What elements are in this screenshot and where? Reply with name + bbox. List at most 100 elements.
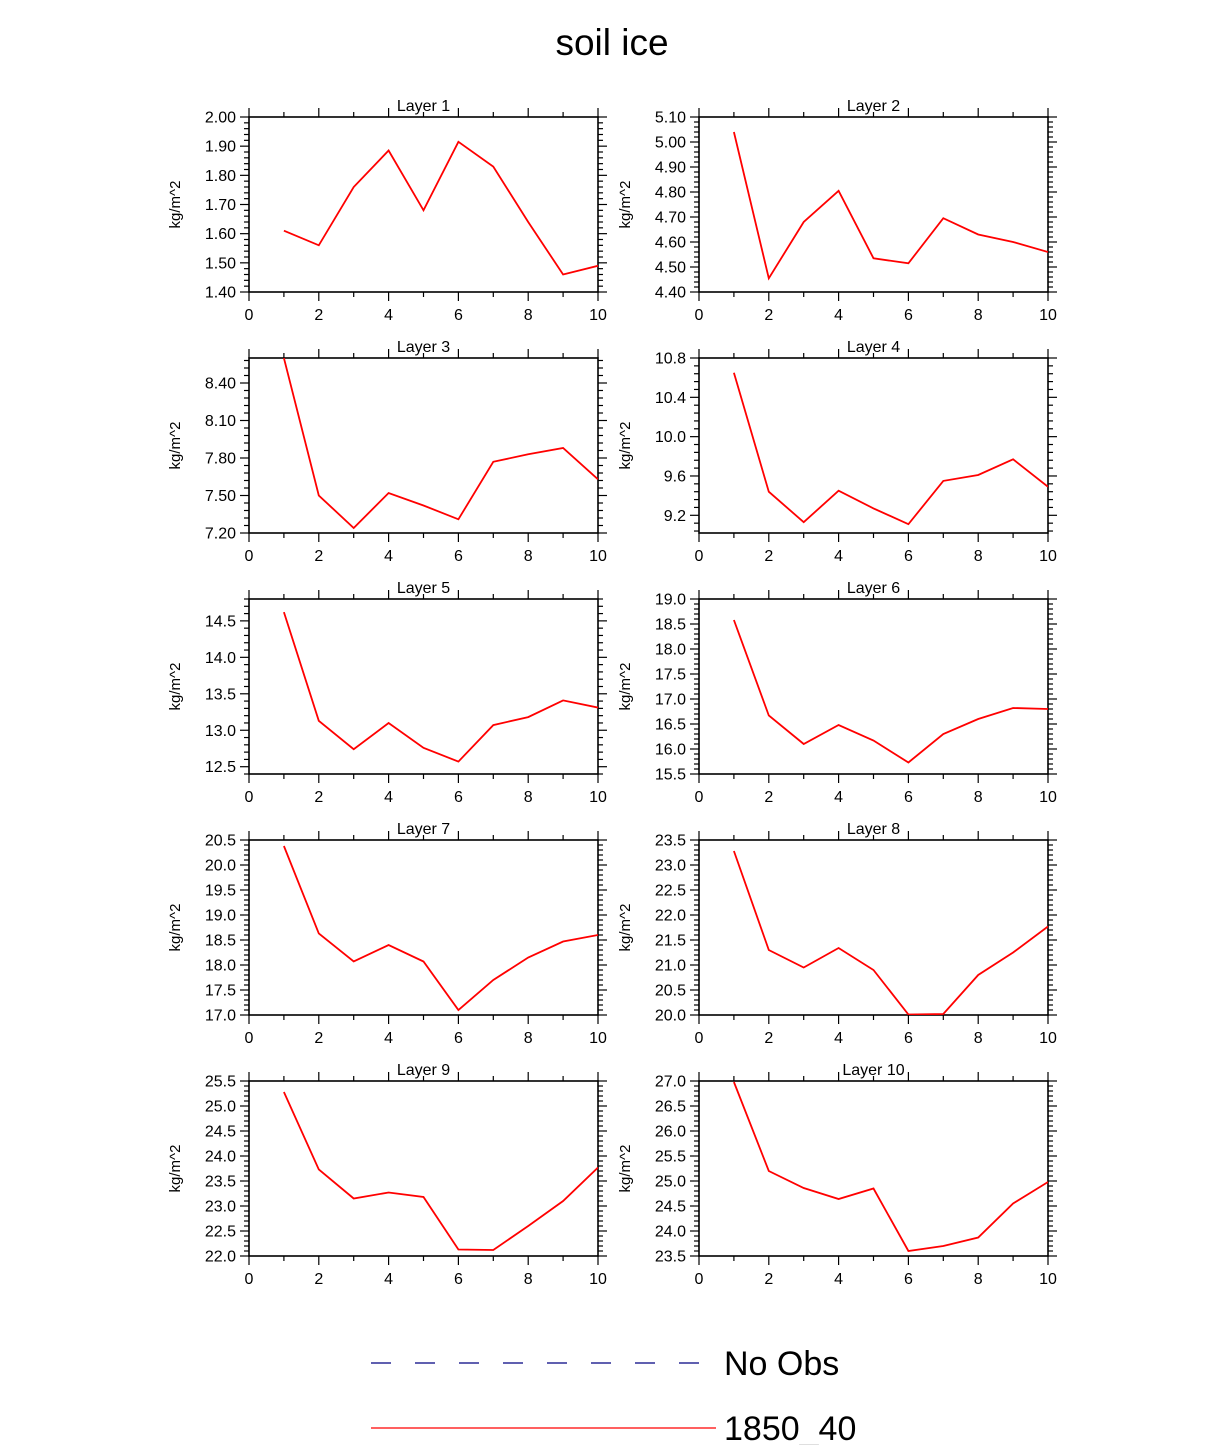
legend-label: No Obs [724, 1345, 839, 1383]
y-tick-label: 4.60 [655, 235, 686, 252]
y-tick-label: 14.5 [205, 613, 236, 630]
x-tick-label: 0 [245, 548, 254, 565]
y-tick-label: 24.5 [205, 1124, 236, 1141]
x-tick-label: 10 [1039, 1030, 1057, 1047]
x-tick-label: 10 [1039, 548, 1057, 565]
y-tick-label: 26.5 [655, 1099, 686, 1116]
y-tick-label: 18.0 [205, 958, 236, 975]
y-tick-label: 24.0 [205, 1149, 236, 1166]
panel-title: Layer 4 [847, 339, 900, 356]
y-axis-label: kg/m^2 [167, 181, 184, 229]
panel-title: Layer 5 [397, 580, 450, 597]
y-tick-label: 25.5 [205, 1074, 236, 1091]
y-axis-label: kg/m^2 [167, 904, 184, 952]
x-ticks [698, 349, 1049, 542]
x-tick-label: 2 [314, 1030, 323, 1047]
x-tick-label: 4 [384, 1271, 393, 1288]
x-tick-label: 4 [384, 1030, 393, 1047]
y-tick-label: 25.0 [205, 1099, 236, 1116]
panel-title: Layer 1 [397, 98, 450, 115]
chart-panel-3: Layer 3 kg/m^2 0 2 4 6 8 10 7.20 7.50 7.80 8.10 8.40 [167, 339, 607, 565]
x-tick-label: 0 [245, 307, 254, 324]
y-tick-label: 4.50 [655, 260, 686, 277]
y-tick-label: 18.0 [655, 642, 686, 659]
legend-label: 1850_40 [724, 1410, 856, 1445]
y-tick-label: 22.5 [655, 883, 686, 900]
panel-title: Layer 10 [842, 1062, 904, 1079]
y-tick-label: 23.0 [655, 858, 686, 875]
y-tick-label: 7.50 [205, 488, 236, 505]
y-tick-label: 25.0 [655, 1174, 686, 1191]
y-tick-label: 17.5 [205, 983, 236, 1000]
x-tick-label: 2 [764, 1030, 773, 1047]
chart-panel-4: Layer 4 kg/m^2 0 2 4 6 8 10 9.2 9.6 10.0 10.4 10.8 [617, 339, 1057, 565]
y-tick-label: 9.2 [664, 508, 686, 525]
series-line [283, 845, 598, 1012]
y-tick-label: 18.5 [205, 933, 236, 950]
series-line [733, 850, 1048, 1015]
panel-title: Layer 9 [397, 1062, 450, 1079]
y-tick-label: 8.40 [205, 376, 236, 393]
plot-frame [248, 839, 599, 1016]
y-tick-label: 1.40 [205, 285, 236, 302]
x-tick-label: 8 [974, 1030, 983, 1047]
x-tick-label: 0 [695, 1271, 704, 1288]
y-tick-label: 18.5 [655, 617, 686, 634]
x-tick-label: 2 [314, 789, 323, 806]
series-line [283, 1091, 598, 1251]
x-tick-label: 10 [589, 1030, 607, 1047]
y-tick-label: 4.70 [655, 210, 686, 227]
x-tick-label: 8 [524, 1271, 533, 1288]
x-tick-label: 6 [904, 789, 913, 806]
y-tick-label: 23.0 [205, 1199, 236, 1216]
panel-title: Layer 6 [847, 580, 900, 597]
x-tick-label: 10 [1039, 307, 1057, 324]
chart-panel-7: Layer 7 kg/m^2 0 2 4 6 8 10 17.0 17.5 18.0 18.5 19.0… [167, 821, 607, 1047]
x-tick-label: 6 [454, 548, 463, 565]
y-ticks [240, 1080, 607, 1257]
x-tick-label: 6 [454, 1030, 463, 1047]
y-tick-label: 22.0 [655, 908, 686, 925]
y-ticks [240, 116, 607, 293]
y-tick-label: 2.00 [205, 110, 236, 127]
x-tick-label: 8 [524, 789, 533, 806]
x-tick-label: 6 [904, 548, 913, 565]
x-tick-label: 0 [245, 1030, 254, 1047]
y-tick-label: 19.5 [205, 883, 236, 900]
y-tick-label: 20.5 [205, 833, 236, 850]
x-tick-label: 4 [384, 548, 393, 565]
series-line [733, 131, 1048, 281]
y-tick-label: 1.90 [205, 139, 236, 156]
chart-panel-1: Layer 1 kg/m^2 0 2 4 6 8 10 1.40 1.50 1.60 1.70 1.80… [167, 98, 607, 324]
x-tick-label: 6 [454, 307, 463, 324]
y-tick-label: 10.4 [655, 390, 686, 407]
y-tick-label: 27.0 [655, 1074, 686, 1091]
x-tick-label: 8 [974, 548, 983, 565]
x-ticks [698, 590, 1049, 783]
y-tick-label: 22.5 [205, 1224, 236, 1241]
y-tick-label: 15.5 [655, 767, 686, 784]
x-tick-label: 10 [1039, 789, 1057, 806]
plot-frame [248, 357, 599, 534]
series-line [733, 372, 1048, 526]
x-tick-label: 4 [834, 307, 843, 324]
y-tick-label: 10.0 [655, 429, 686, 446]
y-tick-label: 20.5 [655, 983, 686, 1000]
x-tick-label: 0 [695, 789, 704, 806]
x-ticks [698, 831, 1049, 1024]
y-ticks [690, 1080, 1057, 1257]
x-tick-label: 6 [454, 789, 463, 806]
x-ticks [698, 108, 1049, 301]
panel-title: Layer 3 [397, 339, 450, 356]
chart-panel-2: Layer 2 kg/m^2 0 2 4 6 8 10 4.40 4.50 4.60 4.70 4.80… [617, 98, 1057, 324]
figure-title: soil ice [555, 22, 669, 63]
x-tick-label: 4 [384, 789, 393, 806]
x-ticks [248, 590, 599, 783]
y-tick-label: 26.0 [655, 1124, 686, 1141]
y-tick-label: 5.00 [655, 135, 686, 152]
x-tick-label: 2 [764, 789, 773, 806]
chart-panel-5: Layer 5 kg/m^2 0 2 4 6 8 10 12.5 13.0 13.5 14.0 14.5 [167, 580, 607, 806]
y-ticks [690, 357, 1057, 532]
y-tick-label: 9.6 [664, 468, 686, 485]
